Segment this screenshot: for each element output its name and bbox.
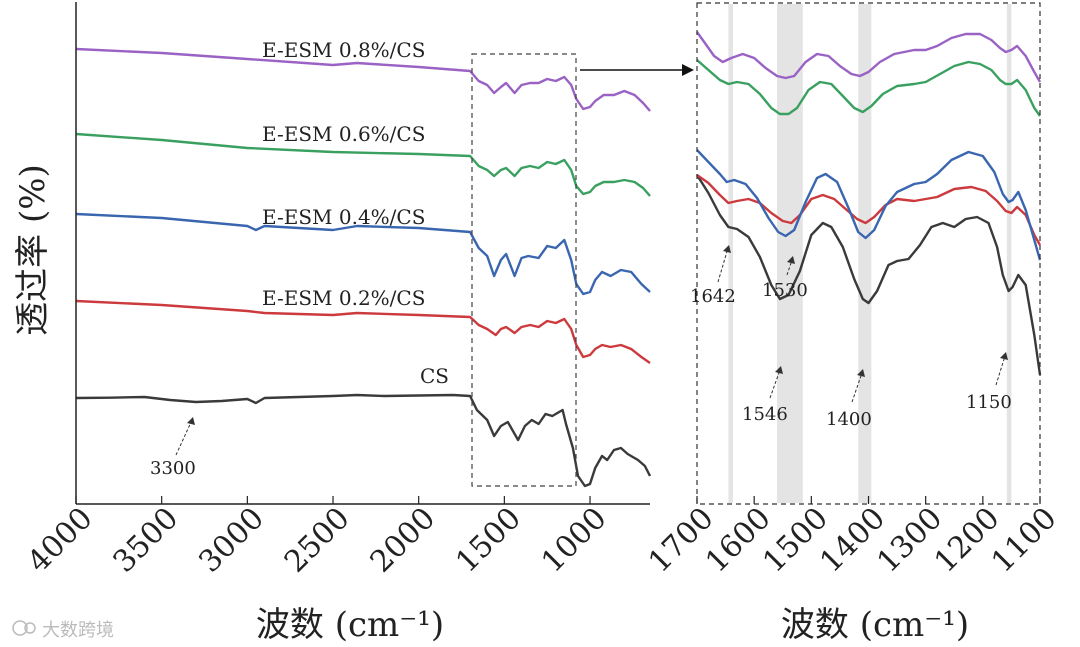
anno-1150-arrow: [995, 355, 1006, 386]
zoom-region-box: [471, 53, 577, 487]
right-line-e-esm-0-8-cs: [696, 31, 1042, 83]
anno-1150: 1150: [966, 392, 1012, 413]
left-tick-label-3000: 3000: [192, 501, 271, 580]
left-panel: 4000 3500 3000 2500 2000 1500 1000 E-ESM 0.8%/…: [13, 2, 694, 645]
right-line-cs: [695, 174, 1042, 376]
anno-1400: 1400: [826, 409, 872, 430]
anno-1642-arrowhead: [723, 245, 731, 253]
left-x-axis-label: 波数 (cm⁻¹): [256, 605, 444, 645]
right-tick-label-1300: 1300: [871, 501, 950, 580]
series-label-0-2: E-ESM 0.2%/CS: [262, 286, 425, 310]
highlight-band-3: [1006, 4, 1012, 503]
right-frame: [696, 2, 1041, 505]
anno-1546: 1546: [742, 404, 788, 425]
left-tick-label-3500: 3500: [107, 501, 186, 580]
left-line-e-esm-0-2-cs: [75, 299, 651, 364]
left-tick-label-1500: 1500: [449, 501, 528, 580]
right-tick-label-1400: 1400: [813, 501, 892, 580]
right-line-e-esm-0-2-cs: [696, 174, 1042, 246]
series-label-0-6: E-ESM 0.6%/CS: [262, 122, 425, 146]
right-tick-label-1100: 1100: [985, 501, 1064, 580]
series-label-cs: CS: [420, 364, 449, 388]
zoom-arrow-head: [682, 64, 694, 76]
anno-3300-arrowhead: [187, 417, 195, 425]
anno-3300-arrow: [175, 419, 193, 456]
left-x-ticks: 4000 3500 3000 2500 2000 1500 1000: [21, 496, 614, 580]
right-line-e-esm-0-6-cs: [696, 59, 1041, 117]
anno-1530: 1530: [762, 280, 808, 301]
highlight-band-2: [858, 4, 872, 503]
right-series-lines: [695, 31, 1042, 376]
left-tick-label-2000: 2000: [364, 501, 443, 580]
y-axis-label: 透过率 (%): [13, 164, 53, 336]
anno-1642: 1642: [690, 286, 736, 307]
anno-3300: 3300: [150, 458, 196, 479]
anno-1546-arrowhead: [775, 366, 783, 374]
highlight-band-0: [728, 4, 734, 503]
anno-1530-arrow: [786, 259, 793, 276]
anno-1642-arrow: [717, 247, 729, 283]
watermark: 大数跨境: [42, 620, 114, 641]
left-tick-label-1000: 1000: [535, 501, 614, 580]
right-tick-label-1700: 1700: [642, 501, 721, 580]
right-line-e-esm-0-4-cs: [696, 149, 1042, 261]
anno-1400-arrowhead: [857, 369, 865, 377]
right-x-axis-label: 波数 (cm⁻¹): [781, 605, 969, 645]
highlight-bands: [728, 4, 1012, 503]
watermark-logo-icon-2: [24, 622, 36, 634]
left-line-e-esm-0-4-cs: [75, 212, 651, 296]
watermark-logo-icon: [12, 620, 28, 636]
left-line-e-esm-0-8-cs: [75, 47, 651, 112]
left-tick-label-2500: 2500: [278, 501, 357, 580]
left-line-e-esm-0-6-cs: [75, 132, 651, 197]
right-tick-label-1600: 1600: [699, 501, 778, 580]
highlight-band-1: [777, 4, 803, 503]
anno-1530-arrowhead: [787, 256, 795, 264]
right-tick-label-1200: 1200: [928, 501, 1007, 580]
series-label-0-4: E-ESM 0.4%/CS: [262, 205, 425, 229]
left-line-cs: [75, 393, 652, 488]
left-tick-label-4000: 4000: [21, 501, 100, 580]
series-label-0-8: E-ESM 0.8%/CS: [262, 38, 425, 62]
anno-1400-arrow: [851, 372, 863, 403]
right-tick-label-1500: 1500: [756, 501, 835, 580]
anno-1150-arrowhead: [1000, 352, 1008, 360]
left-series-lines: [75, 47, 652, 488]
